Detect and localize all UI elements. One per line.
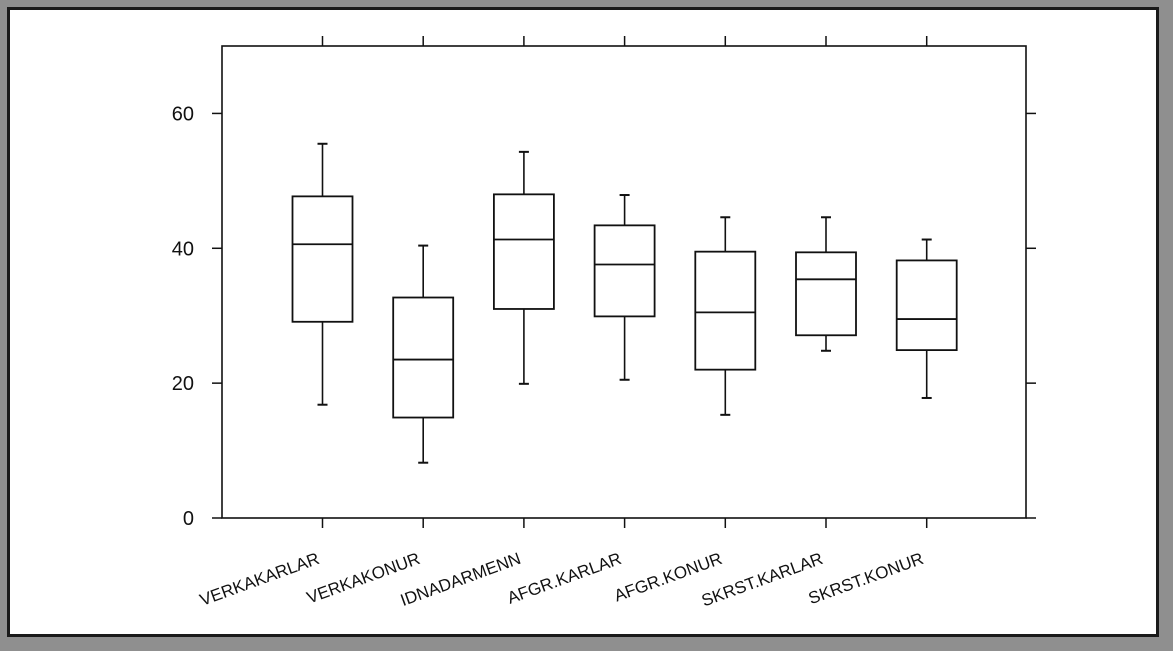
- box-iqr: [492, 193, 555, 310]
- box-group: [492, 150, 555, 385]
- box-group: [694, 216, 757, 416]
- box-iqr: [694, 250, 757, 371]
- box-group: [895, 238, 958, 399]
- y-tick-label: 0: [183, 508, 194, 530]
- y-tick-label: 60: [172, 103, 194, 125]
- box-group: [795, 216, 857, 352]
- box-iqr: [895, 259, 958, 352]
- y-tick-label: 40: [172, 238, 194, 260]
- x-category-label: SKRST.KONUR: [806, 549, 926, 608]
- x-category-label: VERKAKARLAR: [197, 549, 322, 610]
- chart-frame: 0 20 40 60 VERKAKARLAR VERKAKONUR IDNADARMENN A…: [7, 7, 1159, 637]
- box-iqr: [795, 251, 857, 337]
- box-iqr: [392, 296, 455, 419]
- box-iqr: [593, 224, 656, 318]
- box-group: [593, 194, 656, 381]
- box-group: [291, 142, 354, 406]
- box-iqr: [291, 195, 354, 323]
- boxplot-chart: 0204060VERKAKARLARVERKAKONURIDNADARMENNA…: [172, 36, 1036, 610]
- x-category-label: AFGR.KARLAR: [505, 549, 624, 608]
- box-group: [392, 244, 455, 464]
- y-tick-label: 20: [172, 373, 194, 395]
